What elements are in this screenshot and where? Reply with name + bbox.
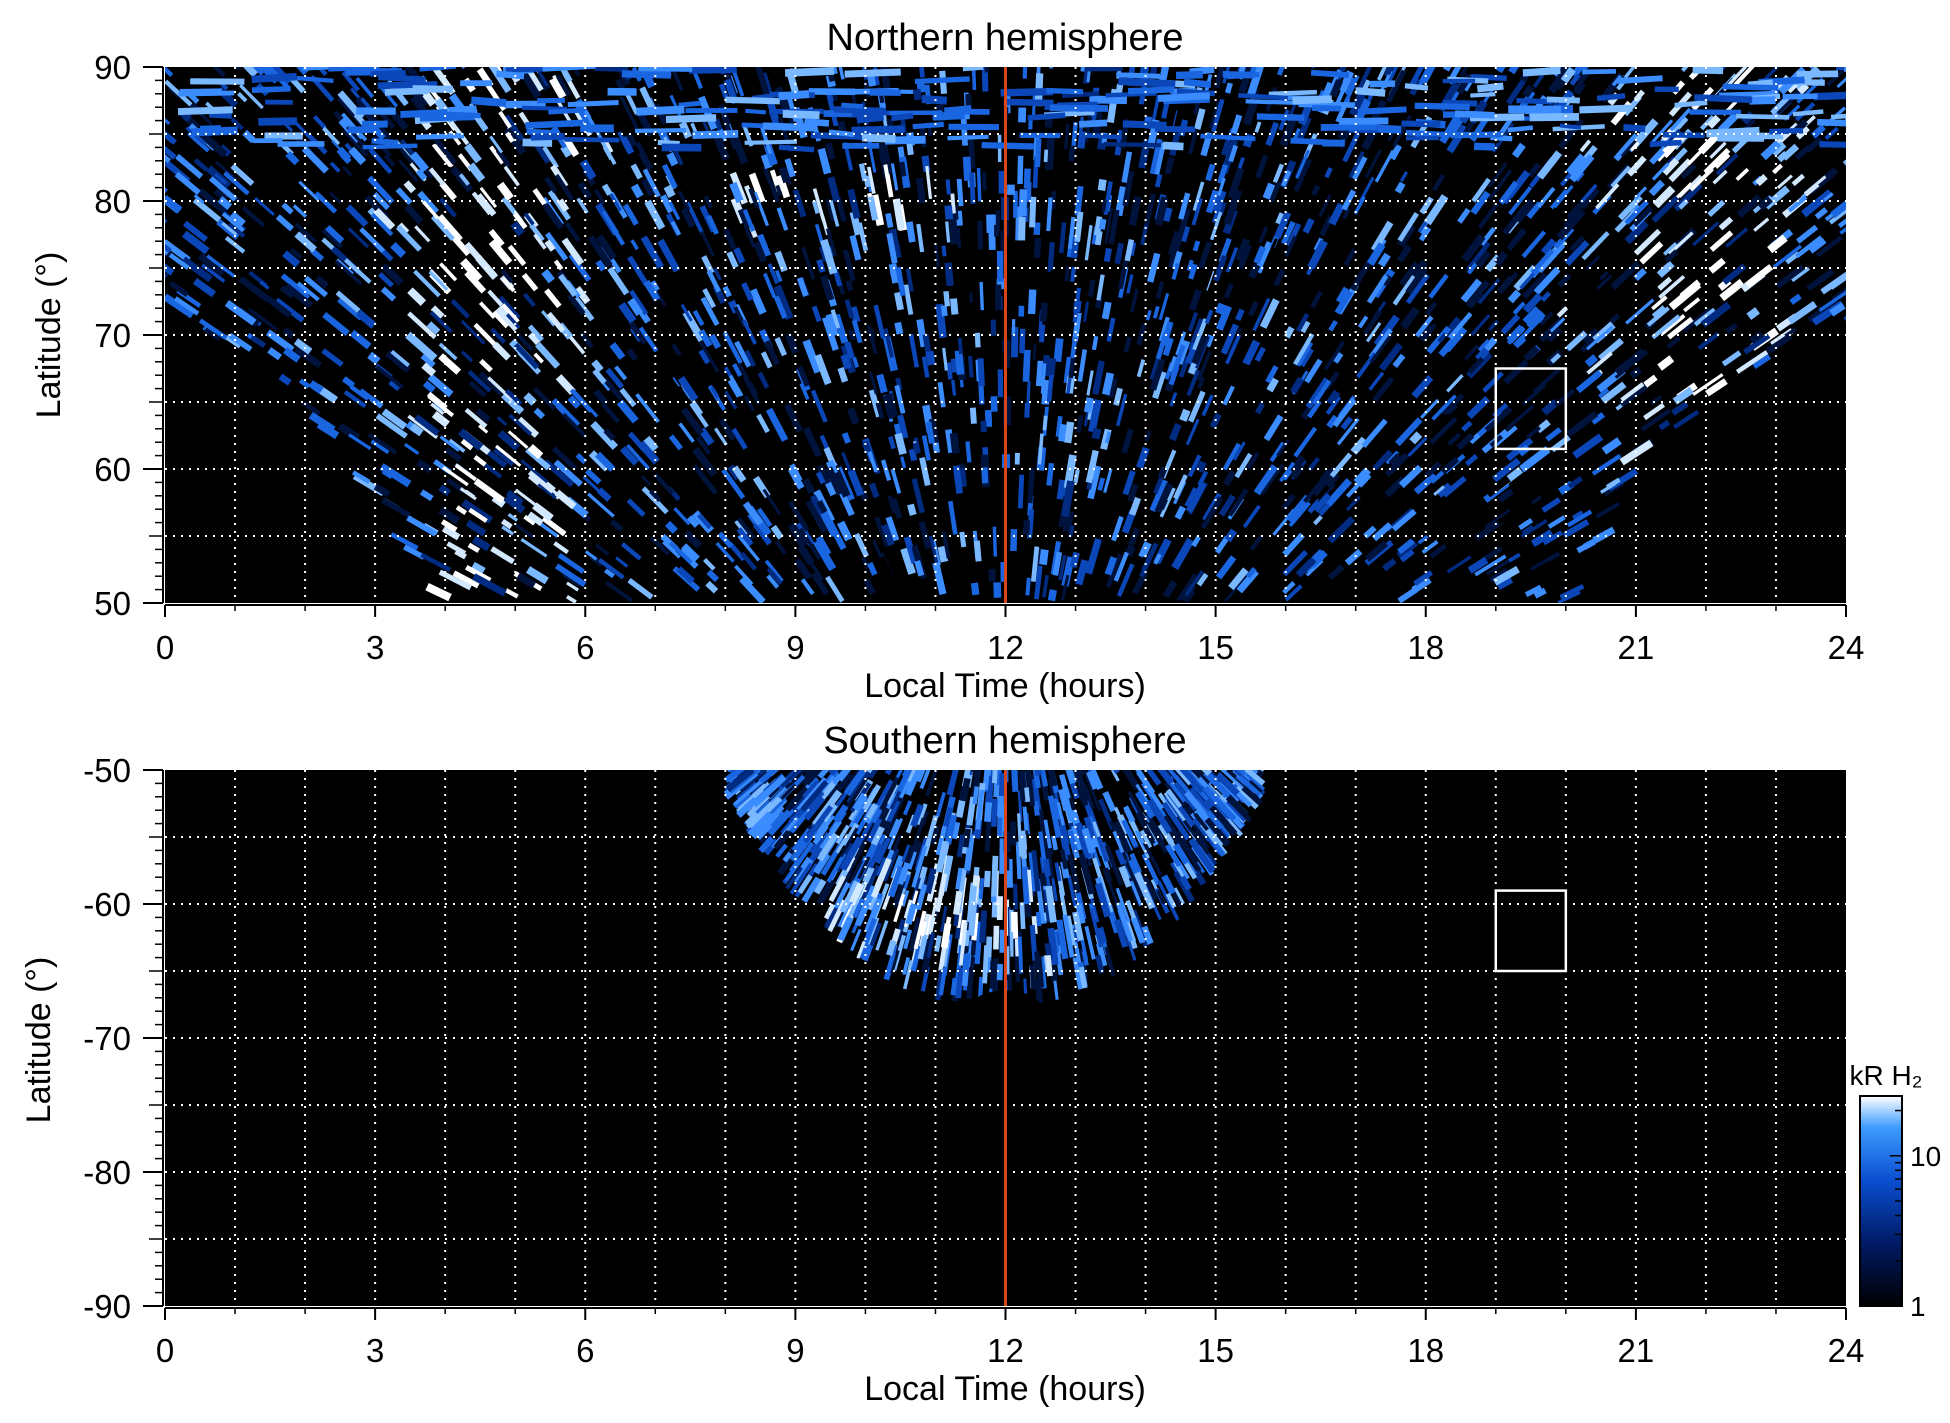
south-emission-strokes <box>723 770 1266 1027</box>
x-tick-label: 0 <box>156 629 174 666</box>
x-tick-label: 24 <box>1828 1332 1865 1369</box>
north-axes: 0 3 6 9 12 15 18 21 24 50 60 70 80 90 <box>94 49 1864 666</box>
x-tick-label: 24 <box>1828 629 1865 666</box>
y-tick-label: 70 <box>94 317 131 354</box>
x-tick-label: 6 <box>576 1332 594 1369</box>
x-tick-label: 21 <box>1618 1332 1655 1369</box>
x-tick-label: 9 <box>786 1332 804 1369</box>
x-tick-label: 12 <box>987 629 1024 666</box>
y-tick-label: -90 <box>83 1288 131 1325</box>
northern-panel: Northern hemisphere 0 3 6 9 12 15 18 21 24 50 60 70… <box>30 17 1864 705</box>
south-title: Southern hemisphere <box>823 720 1186 762</box>
x-tick-label: 15 <box>1197 629 1234 666</box>
x-tick-label: 15 <box>1197 1332 1234 1369</box>
x-tick-label: 21 <box>1618 629 1655 666</box>
colorbar-tick-label: 1 <box>1910 1291 1926 1322</box>
y-tick-label: -80 <box>83 1154 131 1191</box>
south-emission-layer <box>723 770 1266 1027</box>
x-tick-label: 12 <box>987 1332 1024 1369</box>
x-tick-label: 18 <box>1407 629 1444 666</box>
y-tick-label: 80 <box>94 183 131 220</box>
y-tick-label: 50 <box>94 585 131 622</box>
y-tick-label: 60 <box>94 451 131 488</box>
north-xlabel: Local Time (hours) <box>864 667 1146 705</box>
south-axes: 0 3 6 9 12 15 18 21 24 -50 -60 -70 -80 -90 <box>83 752 1864 1369</box>
colorbar-label: kR H₂ <box>1849 1060 1922 1091</box>
colorbar-ticks: 1 10 <box>1890 1109 1941 1322</box>
x-tick-label: 18 <box>1407 1332 1444 1369</box>
north-ylabel: Latitude (°) <box>30 252 68 419</box>
south-region-box <box>1494 889 1568 973</box>
x-tick-label: 3 <box>366 1332 384 1369</box>
southern-panel: Southern hemisphere 0 3 6 9 12 15 18 21 24 -50 -60… <box>20 720 1864 1408</box>
north-region-box <box>1494 367 1568 451</box>
north-emission-layer <box>165 67 1846 603</box>
y-tick-label: 90 <box>94 49 131 86</box>
y-tick-label: -60 <box>83 886 131 923</box>
colorbar: kR H₂ 1 10 <box>1849 1060 1941 1322</box>
y-tick-label: -70 <box>83 1020 131 1057</box>
south-xlabel: Local Time (hours) <box>864 1370 1146 1408</box>
y-tick-label: -50 <box>83 752 131 789</box>
x-tick-label: 3 <box>366 629 384 666</box>
north-title: Northern hemisphere <box>827 17 1184 59</box>
x-tick-label: 9 <box>786 629 804 666</box>
colorbar-tick-label: 10 <box>1910 1141 1941 1172</box>
x-tick-label: 0 <box>156 1332 174 1369</box>
south-ylabel: Latitude (°) <box>20 957 58 1124</box>
x-tick-label: 6 <box>576 629 594 666</box>
north-emission-strokes <box>165 67 1846 603</box>
